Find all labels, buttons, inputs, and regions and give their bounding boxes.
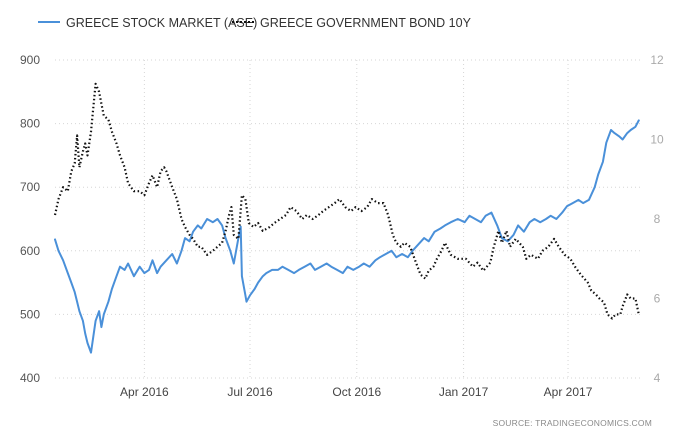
left-tick-label: 900 [20,53,40,67]
left-tick-label: 600 [20,244,40,258]
grid [55,59,640,379]
right-tick-label: 6 [654,292,661,306]
left-tick-label: 700 [20,180,40,194]
right-tick-label: 12 [650,53,664,67]
series-line-stock [54,119,640,354]
right-tick-label: 10 [650,133,664,147]
x-tick-label: Jan 2017 [439,385,489,399]
source-label: SOURCE: TRADINGECONOMICS.COM [493,418,652,428]
left-tick-label: 800 [20,117,40,131]
x-tick-label: Apr 2017 [544,385,593,399]
legend-label-bond: GREECE GOVERNMENT BOND 10Y [260,16,472,30]
series-layer [53,82,640,354]
right-axis: 4 6 8 10 12 [650,53,664,385]
left-axis: 400 500 600 700 800 900 [20,53,40,385]
series-line-bond [53,82,640,320]
right-tick-label: 4 [654,371,661,385]
legend-label-stock: GREECE STOCK MARKET (ASE) [66,16,257,30]
left-tick-label: 500 [20,307,40,321]
left-tick-label: 400 [20,371,40,385]
right-tick-label: 8 [654,212,661,226]
x-axis: Apr 2016 Jul 2016 Oct 2016 Jan 2017 Apr 2017 [120,385,593,399]
x-tick-label: Oct 2016 [332,385,381,399]
x-tick-label: Jul 2016 [227,385,273,399]
legend: GREECE STOCK MARKET (ASE) GREECE GOVERNM… [38,16,472,30]
x-tick-label: Apr 2016 [120,385,169,399]
